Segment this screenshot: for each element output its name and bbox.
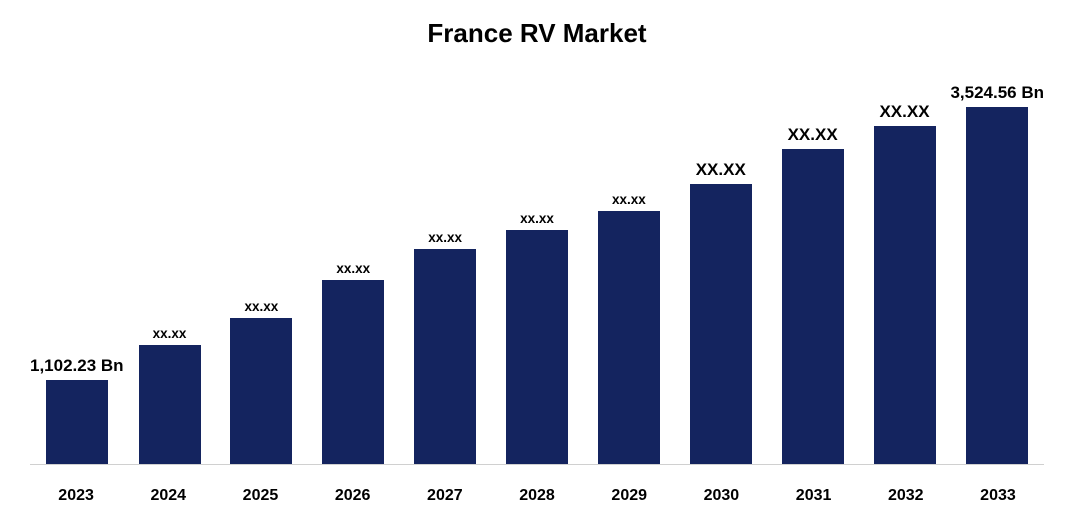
x-axis-label: 2024: [122, 487, 214, 505]
bar-value-label: xx.xx: [428, 230, 462, 245]
bar-group: xx.xx: [215, 80, 307, 464]
bar-value-label: xx.xx: [153, 326, 187, 341]
bar: [46, 380, 108, 464]
bar: [506, 230, 568, 464]
chart-title: France RV Market: [0, 18, 1074, 49]
bar-value-label: XX.XX: [696, 160, 746, 180]
bar-value-label: xx.xx: [244, 299, 278, 314]
x-axis-label: 2025: [214, 487, 306, 505]
bar-group: XX.XX: [859, 80, 951, 464]
bar-group: XX.XX: [767, 80, 859, 464]
x-axis-label: 2027: [399, 487, 491, 505]
x-axis-label: 2030: [675, 487, 767, 505]
bar-value-label: 1,102.23 Bn: [30, 356, 124, 376]
bar-value-label: 3,524.56 Bn: [950, 83, 1044, 103]
x-axis-label: 2023: [30, 487, 122, 505]
bar-value-label: XX.XX: [788, 125, 838, 145]
bar: [598, 211, 660, 464]
bar: [230, 318, 292, 464]
bar: [782, 149, 844, 464]
bar: [874, 126, 936, 464]
bar-group: xx.xx: [583, 80, 675, 464]
bars-container: 1,102.23 Bn xx.xx xx.xx xx.xx xx.xx xx.xx xx.x…: [30, 80, 1044, 465]
bar: [139, 345, 201, 464]
bar-value-label: xx.xx: [612, 192, 646, 207]
bar-group: xx.xx: [491, 80, 583, 464]
bar: [966, 107, 1028, 464]
chart-area: 1,102.23 Bn xx.xx xx.xx xx.xx xx.xx xx.xx xx.x…: [30, 80, 1044, 465]
bar-group: XX.XX: [675, 80, 767, 464]
bar-group: 1,102.23 Bn: [30, 80, 124, 464]
x-axis-label: 2032: [860, 487, 952, 505]
bar-value-label: XX.XX: [879, 102, 929, 122]
bar-group: xx.xx: [124, 80, 216, 464]
bar: [690, 184, 752, 464]
bar-group: xx.xx: [307, 80, 399, 464]
x-axis-labels: 2023202420252026202720282029203020312032…: [30, 487, 1044, 505]
x-axis-label: 2031: [768, 487, 860, 505]
bar-group: xx.xx: [399, 80, 491, 464]
bar-group: 3,524.56 Bn: [950, 80, 1044, 464]
x-axis-label: 2029: [583, 487, 675, 505]
x-axis-label: 2026: [307, 487, 399, 505]
bar: [322, 280, 384, 464]
x-axis-label: 2033: [952, 487, 1044, 505]
x-axis-label: 2028: [491, 487, 583, 505]
bar-value-label: xx.xx: [520, 211, 554, 226]
bar-value-label: xx.xx: [336, 261, 370, 276]
bar: [414, 249, 476, 464]
